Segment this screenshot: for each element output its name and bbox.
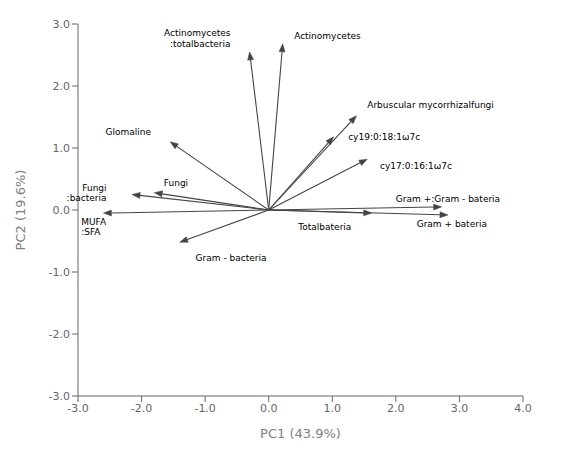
svg-text:2.0: 2.0 [53, 80, 71, 93]
svg-text:2.0: 2.0 [387, 402, 405, 415]
svg-text:3.0: 3.0 [451, 402, 469, 415]
svg-text:PC2 (19.6%): PC2 (19.6%) [13, 170, 28, 251]
svg-text:-1.0: -1.0 [194, 402, 215, 415]
svg-text:-2.0: -2.0 [131, 402, 152, 415]
svg-text:Gram - bacteria: Gram - bacteria [196, 253, 267, 263]
svg-text:1.0: 1.0 [53, 142, 71, 155]
svg-text:-3.0: -3.0 [67, 402, 88, 415]
svg-text:cy17:0:16:1ω7c: cy17:0:16:1ω7c [380, 161, 452, 171]
svg-text:cy19:0:18:1ω7c: cy19:0:18:1ω7c [348, 132, 420, 142]
svg-text:4.0: 4.0 [514, 402, 532, 415]
svg-text:-3.0: -3.0 [49, 390, 70, 403]
svg-text:PC1 (43.9%): PC1 (43.9%) [260, 426, 341, 441]
svg-text:Fungi: Fungi [164, 178, 188, 188]
svg-text:Gram + bateria: Gram + bateria [417, 219, 487, 229]
svg-text:Fungi:bacteria: Fungi:bacteria [67, 183, 107, 203]
svg-text:MUFA:SFA: MUFA:SFA [81, 217, 107, 237]
svg-text:-2.0: -2.0 [49, 328, 70, 341]
svg-text:-1.0: -1.0 [49, 266, 70, 279]
svg-text:Actinomycetes:totalbacteria: Actinomycetes:totalbacteria [164, 28, 231, 48]
svg-text:3.0: 3.0 [53, 18, 71, 31]
svg-text:0.0: 0.0 [260, 402, 278, 415]
svg-text:Actinomycetes: Actinomycetes [294, 31, 361, 41]
svg-text:Arbuscular mycorrhizalfungi: Arbuscular mycorrhizalfungi [367, 100, 494, 110]
svg-text:0.0: 0.0 [53, 204, 71, 217]
svg-text:Totalbateria: Totalbateria [297, 222, 351, 232]
svg-text:1.0: 1.0 [324, 402, 342, 415]
svg-text:Glomaline: Glomaline [106, 127, 152, 137]
svg-text:Gram +:Gram - bateria: Gram +:Gram - bateria [396, 194, 500, 204]
